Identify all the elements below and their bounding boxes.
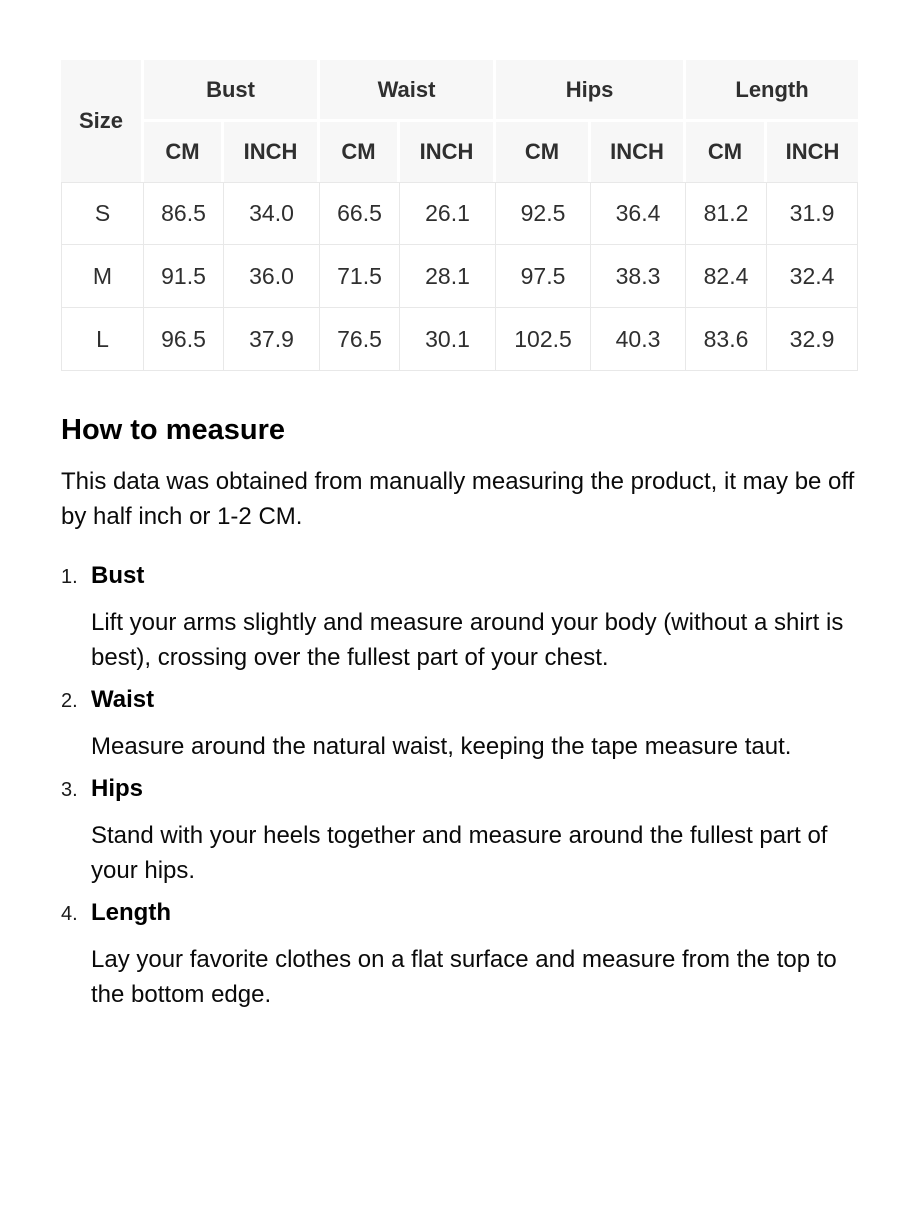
- value-cell: 40.3: [591, 308, 687, 371]
- waist-group-header: Waist: [320, 60, 497, 122]
- size-guide-page: Size Bust Waist Hips Length CM INCH CM I…: [0, 60, 920, 1012]
- value-cell: 26.1: [400, 182, 497, 245]
- value-cell: 76.5: [320, 308, 401, 371]
- bust-group-header: Bust: [144, 60, 321, 122]
- value-cell: 71.5: [320, 245, 401, 308]
- size-cell: S: [61, 182, 144, 245]
- instruction-item-bust: 1. Bust Lift your arms slightly and meas…: [61, 561, 859, 675]
- hips-group-header: Hips: [496, 60, 687, 122]
- size-cell: M: [61, 245, 144, 308]
- bust-cm-header: CM: [144, 122, 224, 182]
- list-number: 2.: [61, 690, 78, 712]
- instruction-description: Stand with your heels together and measu…: [91, 822, 828, 884]
- value-cell: 102.5: [496, 308, 592, 371]
- value-cell: 92.5: [496, 182, 592, 245]
- how-to-measure-heading: How to measure: [61, 414, 285, 446]
- value-cell: 91.5: [144, 245, 224, 308]
- size-column-header: Size: [61, 60, 144, 182]
- instruction-description: Lift your arms slightly and measure arou…: [91, 609, 844, 671]
- value-cell: 86.5: [144, 182, 224, 245]
- list-number: 1.: [61, 566, 78, 588]
- measure-instruction-list: 1. Bust Lift your arms slightly and meas…: [61, 561, 859, 1012]
- table-row-size-l: L 96.5 37.9 76.5 30.1 102.5 40.3 83.6 32…: [61, 308, 859, 371]
- length-inch-header: INCH: [767, 122, 859, 182]
- instruction-item-waist: 2. Waist Measure around the natural wais…: [61, 685, 859, 764]
- instruction-description: Lay your favorite clothes on a flat surf…: [91, 946, 837, 1008]
- value-cell: 82.4: [686, 245, 768, 308]
- instruction-title: Hips: [91, 775, 144, 802]
- hips-inch-header: INCH: [591, 122, 687, 182]
- instruction-title: Waist: [91, 686, 155, 713]
- instruction-title: Bust: [91, 562, 145, 589]
- instruction-item-hips: 3. Hips Stand with your heels together a…: [61, 774, 859, 888]
- value-cell: 66.5: [320, 182, 401, 245]
- waist-cm-header: CM: [320, 122, 401, 182]
- value-cell: 83.6: [686, 308, 768, 371]
- table-row-size-m: M 91.5 36.0 71.5 28.1 97.5 38.3 82.4 32.…: [61, 245, 859, 308]
- size-chart-table: Size Bust Waist Hips Length CM INCH CM I…: [61, 60, 859, 371]
- size-cell: L: [61, 308, 144, 371]
- value-cell: 37.9: [224, 308, 321, 371]
- measure-disclaimer-text: This data was obtained from manually mea…: [61, 468, 855, 530]
- value-cell: 81.2: [686, 182, 768, 245]
- value-cell: 32.9: [767, 308, 859, 371]
- list-number: 3.: [61, 779, 78, 801]
- list-number: 4.: [61, 903, 78, 925]
- waist-inch-header: INCH: [400, 122, 497, 182]
- value-cell: 34.0: [224, 182, 321, 245]
- value-cell: 96.5: [144, 308, 224, 371]
- length-group-header: Length: [686, 60, 859, 122]
- value-cell: 31.9: [767, 182, 859, 245]
- table-row-size-s: S 86.5 34.0 66.5 26.1 92.5 36.4 81.2 31.…: [61, 182, 859, 245]
- length-cm-header: CM: [686, 122, 768, 182]
- instruction-item-length: 4. Length Lay your favorite clothes on a…: [61, 898, 859, 1012]
- value-cell: 30.1: [400, 308, 497, 371]
- value-cell: 36.0: [224, 245, 321, 308]
- value-cell: 36.4: [591, 182, 687, 245]
- value-cell: 32.4: [767, 245, 859, 308]
- value-cell: 38.3: [591, 245, 687, 308]
- instruction-description: Measure around the natural waist, keepin…: [91, 733, 792, 760]
- value-cell: 97.5: [496, 245, 592, 308]
- instruction-title: Length: [91, 899, 171, 926]
- hips-cm-header: CM: [496, 122, 592, 182]
- bust-inch-header: INCH: [224, 122, 321, 182]
- value-cell: 28.1: [400, 245, 497, 308]
